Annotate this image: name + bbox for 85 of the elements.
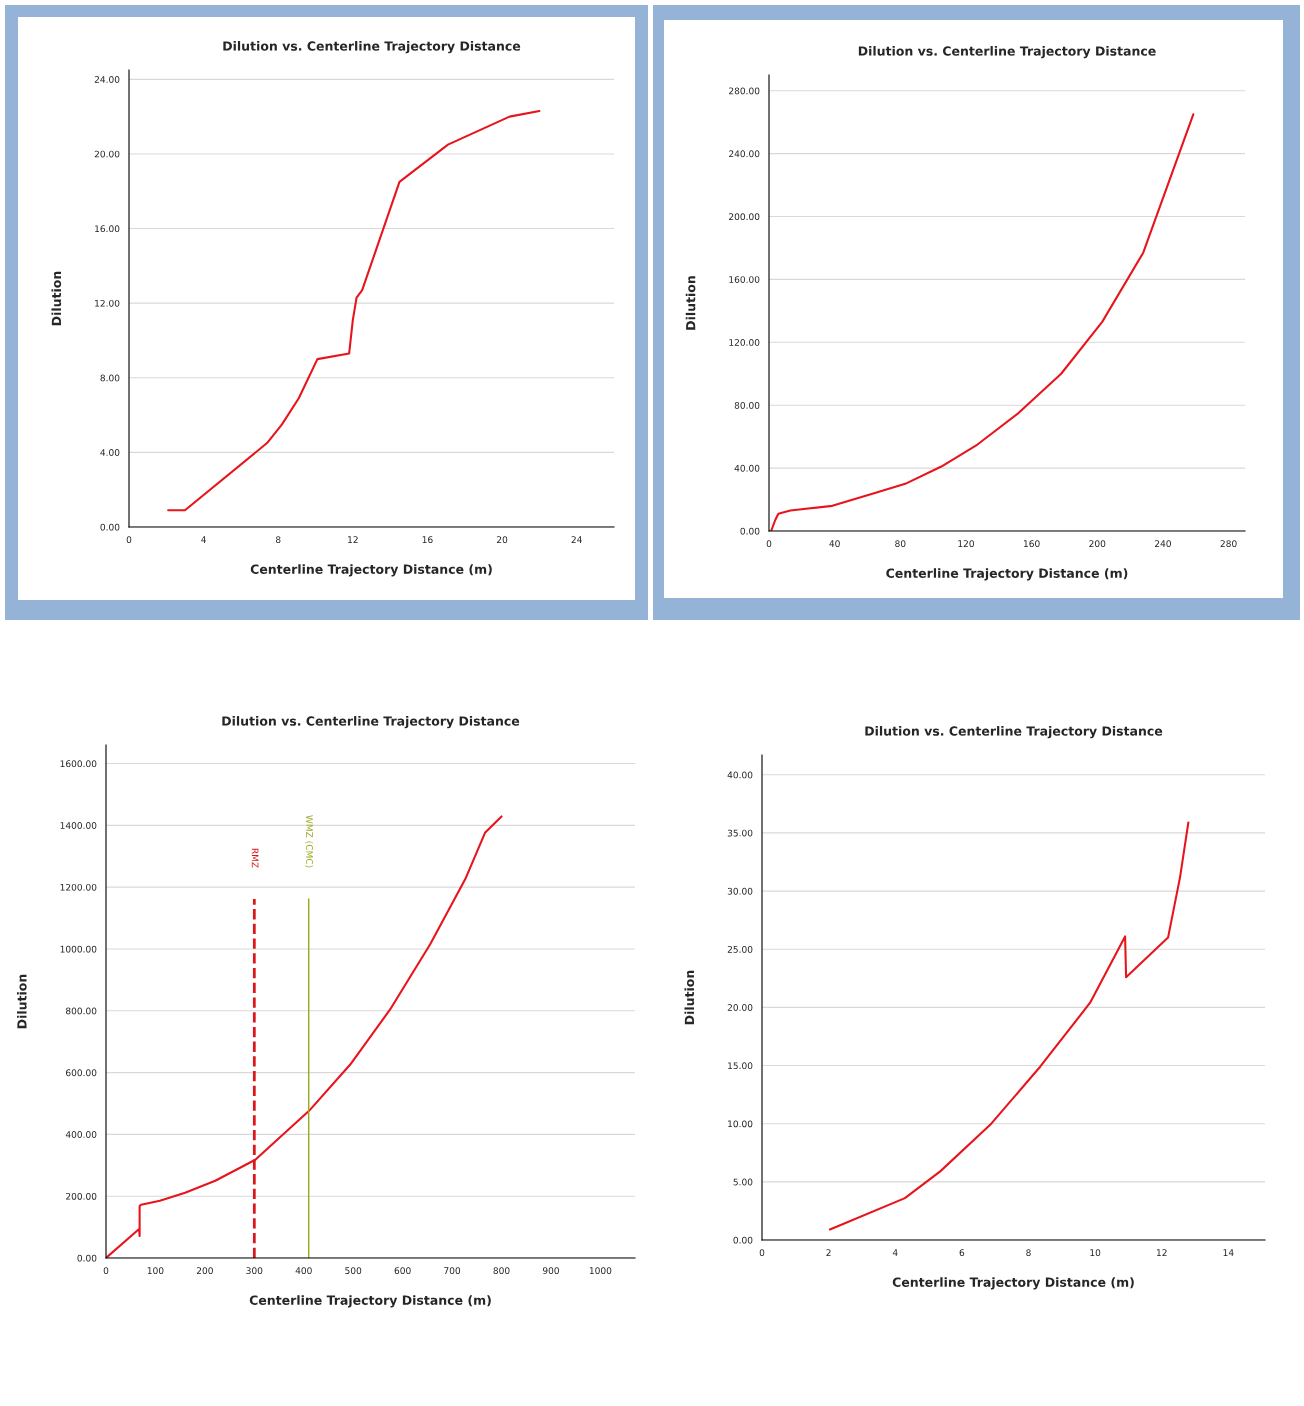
chart-title: Dilution vs. Centerline Trajectory Distance [858,46,1156,59]
y-tick-label: 200.00 [729,213,760,221]
x-tick-label: 14 [1223,1249,1234,1256]
y-tick-label: 20.00 [727,1004,753,1011]
y-tick-label: 800.00 [66,1007,97,1015]
line-series [167,110,541,512]
x-tick-label: 280 [1220,540,1237,548]
x-tick-label: 20 [496,536,508,544]
x-tick-label: 0 [759,1249,765,1257]
x-tick-label: 200 [196,1267,213,1275]
x-tick-label: 6 [959,1249,965,1257]
y-tick-label: 400.00 [65,1131,97,1138]
y-tick-label: 20.00 [94,150,120,158]
x-tick-label: 40 [829,540,840,548]
y-axis-title: Dilution [16,974,27,1029]
x-tick-label: 10 [1090,1249,1101,1257]
x-tick-label: 500 [345,1267,362,1275]
x-tick-label: 300 [246,1267,263,1275]
x-tick-label: 120 [958,540,974,548]
line-series [106,815,503,1258]
x-tick-label: 0 [126,536,132,544]
x-tick-label: 240 [1154,540,1171,548]
x-axis-title: Centerline Trajectory Distance (m) [892,1277,1134,1290]
chart-title: Dilution vs. Centerline Trajectory Distance [223,41,521,54]
y-tick-label: 1200.00 [60,883,97,891]
y-tick-label: 280.00 [729,87,760,95]
y-tick-label: 4.00 [100,449,120,456]
x-tick-label: 800 [493,1267,510,1275]
x-tick-label: 1000 [589,1267,612,1275]
y-tick-label: 25.00 [727,945,753,953]
x-tick-label: 24 [571,536,582,543]
y-tick-label: 120.00 [729,339,760,346]
y-axis-title: Dilution [51,271,62,326]
y-tick-label: 0.00 [740,527,760,535]
x-axis-title: Centerline Trajectory Distance (m) [886,568,1128,581]
chart-title: Dilution vs. Centerline Trajectory Distance [865,726,1163,739]
y-tick-label: 1000.00 [60,945,97,953]
ref-line-label: WMZ (CMC) [305,815,314,868]
x-tick-label: 12 [1156,1249,1167,1256]
y-tick-label: 0.00 [733,1236,753,1244]
y-tick-label: 1600.00 [60,760,97,768]
x-tick-label: 2 [826,1249,831,1256]
x-tick-label: 80 [895,540,906,548]
y-tick-label: 0.00 [100,523,120,531]
x-tick-label: 12 [348,536,358,543]
x-tick-label: 400 [295,1267,312,1275]
x-tick-label: 100 [147,1267,164,1275]
y-tick-label: 24.00 [94,76,120,83]
y-tick-label: 5.00 [733,1178,753,1186]
x-tick-label: 900 [542,1267,559,1275]
line-series [770,113,1195,531]
y-tick-label: 10.00 [728,1120,753,1128]
y-tick-label: 12.00 [95,299,120,307]
x-axis-title: Centerline Trajectory Distance (m) [249,1295,491,1308]
x-tick-label: 160 [1024,540,1040,548]
y-tick-label: 240.00 [729,150,760,158]
x-tick-label: 16 [422,536,433,544]
y-tick-label: 40.00 [727,771,753,779]
x-tick-label: 0 [103,1267,109,1275]
x-tick-label: 0 [766,540,772,548]
y-tick-label: 8.00 [100,374,120,382]
y-tick-label: 200.00 [66,1192,97,1200]
y-tick-label: 80.00 [734,401,760,409]
line-series [828,821,1190,1231]
y-axis-title: Dilution [684,970,695,1025]
ref-line-label: RMZ [251,848,259,868]
x-tick-label: 4 [892,1249,898,1256]
y-tick-label: 0.00 [77,1254,97,1262]
x-tick-label: 200 [1089,540,1106,548]
x-tick-label: 4 [201,536,206,543]
y-axis-title: Dilution [685,276,696,330]
x-axis-title: Centerline Trajectory Distance (m) [250,564,492,577]
y-tick-label: 600.00 [66,1069,97,1077]
y-tick-label: 16.00 [95,225,120,233]
x-tick-label: 8 [1026,1249,1031,1257]
y-tick-label: 160.00 [729,276,760,283]
y-tick-label: 1400.00 [60,822,97,829]
y-tick-label: 15.00 [728,1062,753,1070]
x-tick-label: 600 [394,1267,411,1275]
y-tick-label: 40.00 [734,464,760,472]
y-tick-label: 35.00 [727,829,753,837]
x-tick-label: 8 [275,536,281,544]
chart-title: Dilution vs. Centerline Trajectory Distance [222,716,520,729]
y-tick-label: 30.00 [727,887,753,895]
x-tick-label: 700 [444,1267,461,1275]
